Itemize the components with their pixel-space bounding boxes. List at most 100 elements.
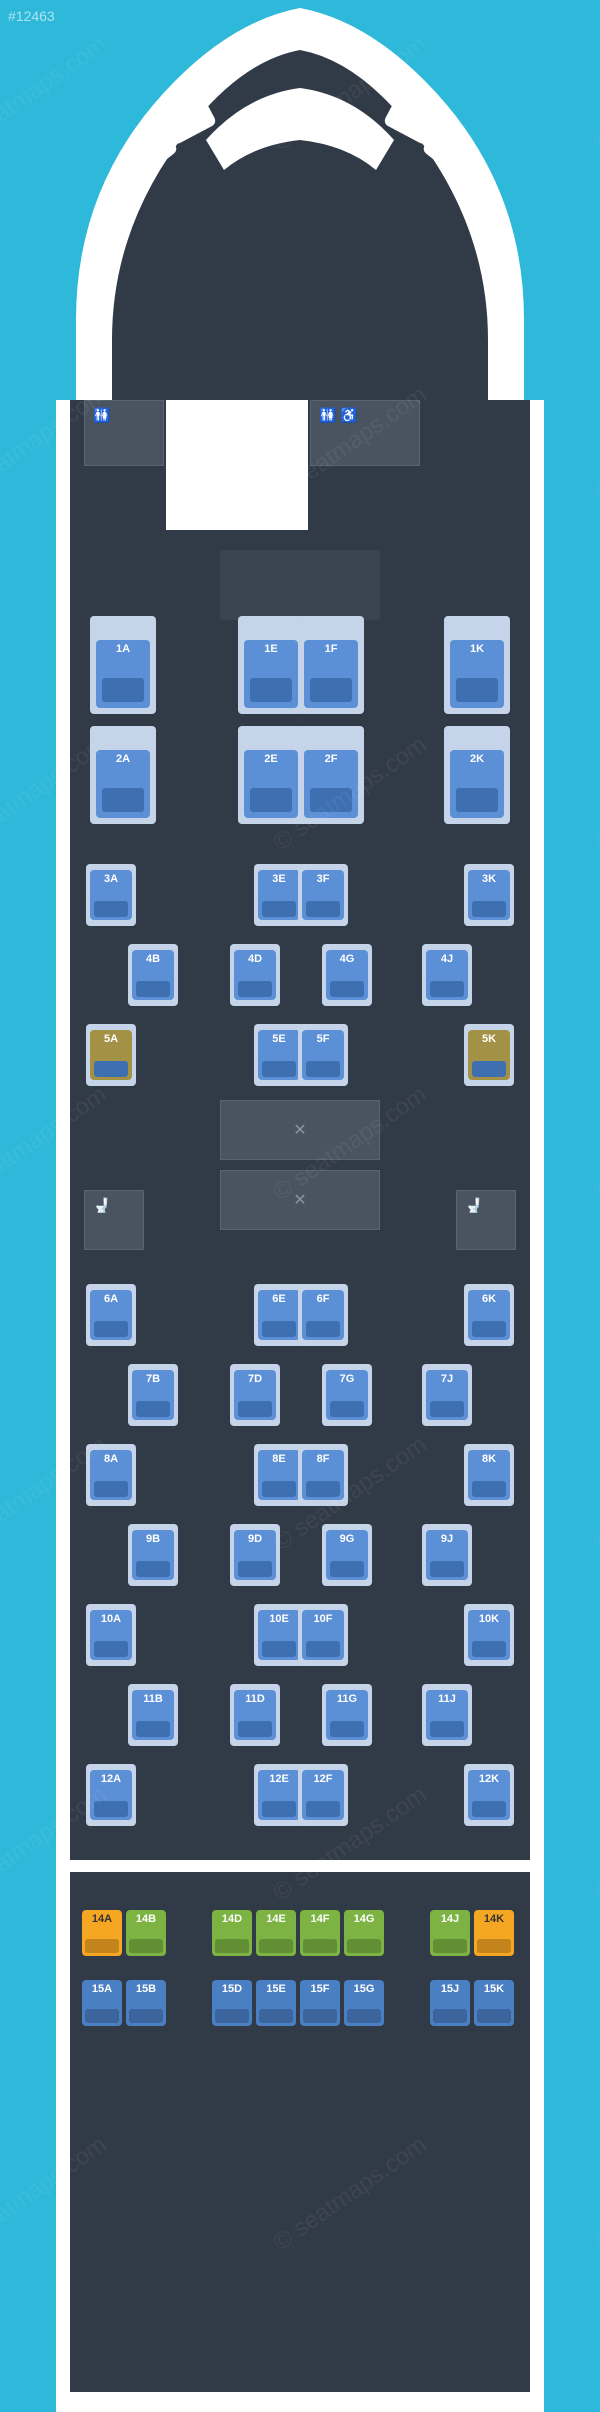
- seat-10f[interactable]: 10F: [302, 1610, 344, 1660]
- seat-4g[interactable]: 4G: [326, 950, 368, 1000]
- seat-15j[interactable]: 15J: [430, 1980, 470, 2026]
- lavatory-block: 🚽: [456, 1190, 516, 1250]
- seat-15f[interactable]: 15F: [300, 1980, 340, 2026]
- seat-label: 2A: [116, 753, 130, 765]
- seat-label: 5A: [104, 1033, 118, 1045]
- seat-15g[interactable]: 15G: [344, 1980, 384, 2026]
- seat-label: 15D: [222, 1983, 242, 1995]
- seat-4j[interactable]: 4J: [426, 950, 468, 1000]
- seat-label: 1A: [116, 643, 130, 655]
- seat-6e[interactable]: 6E: [258, 1290, 300, 1340]
- seat-label: 8F: [317, 1453, 330, 1465]
- seat-4d[interactable]: 4D: [234, 950, 276, 1000]
- seat-1f[interactable]: 1F: [304, 640, 358, 708]
- seat-10e[interactable]: 10E: [258, 1610, 300, 1660]
- seat-9g[interactable]: 9G: [326, 1530, 368, 1580]
- lavatory-block: 🚽: [84, 1190, 144, 1250]
- seat-label: 15B: [136, 1983, 156, 1995]
- seat-label: 5F: [317, 1033, 330, 1045]
- seat-3f[interactable]: 3F: [302, 870, 344, 920]
- seat-14e[interactable]: 14E: [256, 1910, 296, 1956]
- seat-label: 14F: [311, 1913, 330, 1925]
- seat-4b[interactable]: 4B: [132, 950, 174, 1000]
- seat-label: 10K: [479, 1613, 499, 1625]
- seat-10a[interactable]: 10A: [90, 1610, 132, 1660]
- seat-10k[interactable]: 10K: [468, 1610, 510, 1660]
- seat-1a[interactable]: 1A: [96, 640, 150, 708]
- seat-5e[interactable]: 5E: [258, 1030, 300, 1080]
- seat-11d[interactable]: 11D: [234, 1690, 276, 1740]
- seat-3e[interactable]: 3E: [258, 870, 300, 920]
- seat-15d[interactable]: 15D: [212, 1980, 252, 2026]
- seat-12f[interactable]: 12F: [302, 1770, 344, 1820]
- seat-14a[interactable]: 14A: [82, 1910, 122, 1956]
- seat-label: 9D: [248, 1533, 262, 1545]
- seat-label: 11G: [337, 1693, 357, 1705]
- seat-label: 3A: [104, 873, 118, 885]
- seat-14b[interactable]: 14B: [126, 1910, 166, 1956]
- seat-label: 15G: [354, 1983, 375, 1995]
- image-id-tag: #12463: [8, 8, 55, 24]
- seat-2k[interactable]: 2K: [450, 750, 504, 818]
- seat-5f[interactable]: 5F: [302, 1030, 344, 1080]
- seat-8a[interactable]: 8A: [90, 1450, 132, 1500]
- bulkhead: [220, 550, 380, 620]
- seat-6a[interactable]: 6A: [90, 1290, 132, 1340]
- seat-12k[interactable]: 12K: [468, 1770, 510, 1820]
- seat-12e[interactable]: 12E: [258, 1770, 300, 1820]
- seat-9b[interactable]: 9B: [132, 1530, 174, 1580]
- seat-9j[interactable]: 9J: [426, 1530, 468, 1580]
- seat-label: 1E: [264, 643, 277, 655]
- seat-label: 3F: [317, 873, 330, 885]
- seat-9d[interactable]: 9D: [234, 1530, 276, 1580]
- seat-8e[interactable]: 8E: [258, 1450, 300, 1500]
- seat-label: 15A: [92, 1983, 112, 1995]
- seat-14j[interactable]: 14J: [430, 1910, 470, 1956]
- seat-11b[interactable]: 11B: [132, 1690, 174, 1740]
- seat-label: 7B: [146, 1373, 160, 1385]
- seat-15a[interactable]: 15A: [82, 1980, 122, 2026]
- seat-15b[interactable]: 15B: [126, 1980, 166, 2026]
- seat-3a[interactable]: 3A: [90, 870, 132, 920]
- seat-14d[interactable]: 14D: [212, 1910, 252, 1956]
- seat-label: 9G: [340, 1533, 355, 1545]
- seat-15k[interactable]: 15K: [474, 1980, 514, 2026]
- seat-label: 10A: [101, 1613, 121, 1625]
- aircraft-fuselage: 🚻🚻 ♿✕✕🚽🚽1A1E1F1K2A2E2F2K3A3E3F3K4B4D4G4J…: [56, 0, 544, 2412]
- seat-15e[interactable]: 15E: [256, 1980, 296, 2026]
- seat-2f[interactable]: 2F: [304, 750, 358, 818]
- galley-icon: ✕: [293, 1120, 306, 1140]
- seat-3k[interactable]: 3K: [468, 870, 510, 920]
- seat-5a[interactable]: 5A: [90, 1030, 132, 1080]
- seat-label: 14K: [484, 1913, 504, 1925]
- watermark-text: © seatmaps.com: [588, 1781, 600, 1907]
- seat-5k[interactable]: 5K: [468, 1030, 510, 1080]
- galley-block: ✕: [220, 1100, 380, 1160]
- seat-11j[interactable]: 11J: [426, 1690, 468, 1740]
- seat-label: 6A: [104, 1293, 118, 1305]
- seat-14g[interactable]: 14G: [344, 1910, 384, 1956]
- entry-gap: [166, 400, 308, 530]
- seat-14f[interactable]: 14F: [300, 1910, 340, 1956]
- seat-label: 3E: [272, 873, 285, 885]
- seat-label: 1F: [325, 643, 338, 655]
- seat-6k[interactable]: 6K: [468, 1290, 510, 1340]
- seat-label: 7J: [441, 1373, 453, 1385]
- seat-7g[interactable]: 7G: [326, 1370, 368, 1420]
- seat-8f[interactable]: 8F: [302, 1450, 344, 1500]
- seat-2a[interactable]: 2A: [96, 750, 150, 818]
- seat-7j[interactable]: 7J: [426, 1370, 468, 1420]
- seat-8k[interactable]: 8K: [468, 1450, 510, 1500]
- seat-1k[interactable]: 1K: [450, 640, 504, 708]
- seat-11g[interactable]: 11G: [326, 1690, 368, 1740]
- seat-6f[interactable]: 6F: [302, 1290, 344, 1340]
- watermark-text: © seatmaps.com: [588, 2131, 600, 2257]
- seat-label: 14J: [441, 1913, 459, 1925]
- seat-2e[interactable]: 2E: [244, 750, 298, 818]
- seat-7b[interactable]: 7B: [132, 1370, 174, 1420]
- seat-14k[interactable]: 14K: [474, 1910, 514, 1956]
- seat-7d[interactable]: 7D: [234, 1370, 276, 1420]
- seat-1e[interactable]: 1E: [244, 640, 298, 708]
- seat-label: 15E: [266, 1983, 286, 1995]
- seat-12a[interactable]: 12A: [90, 1770, 132, 1820]
